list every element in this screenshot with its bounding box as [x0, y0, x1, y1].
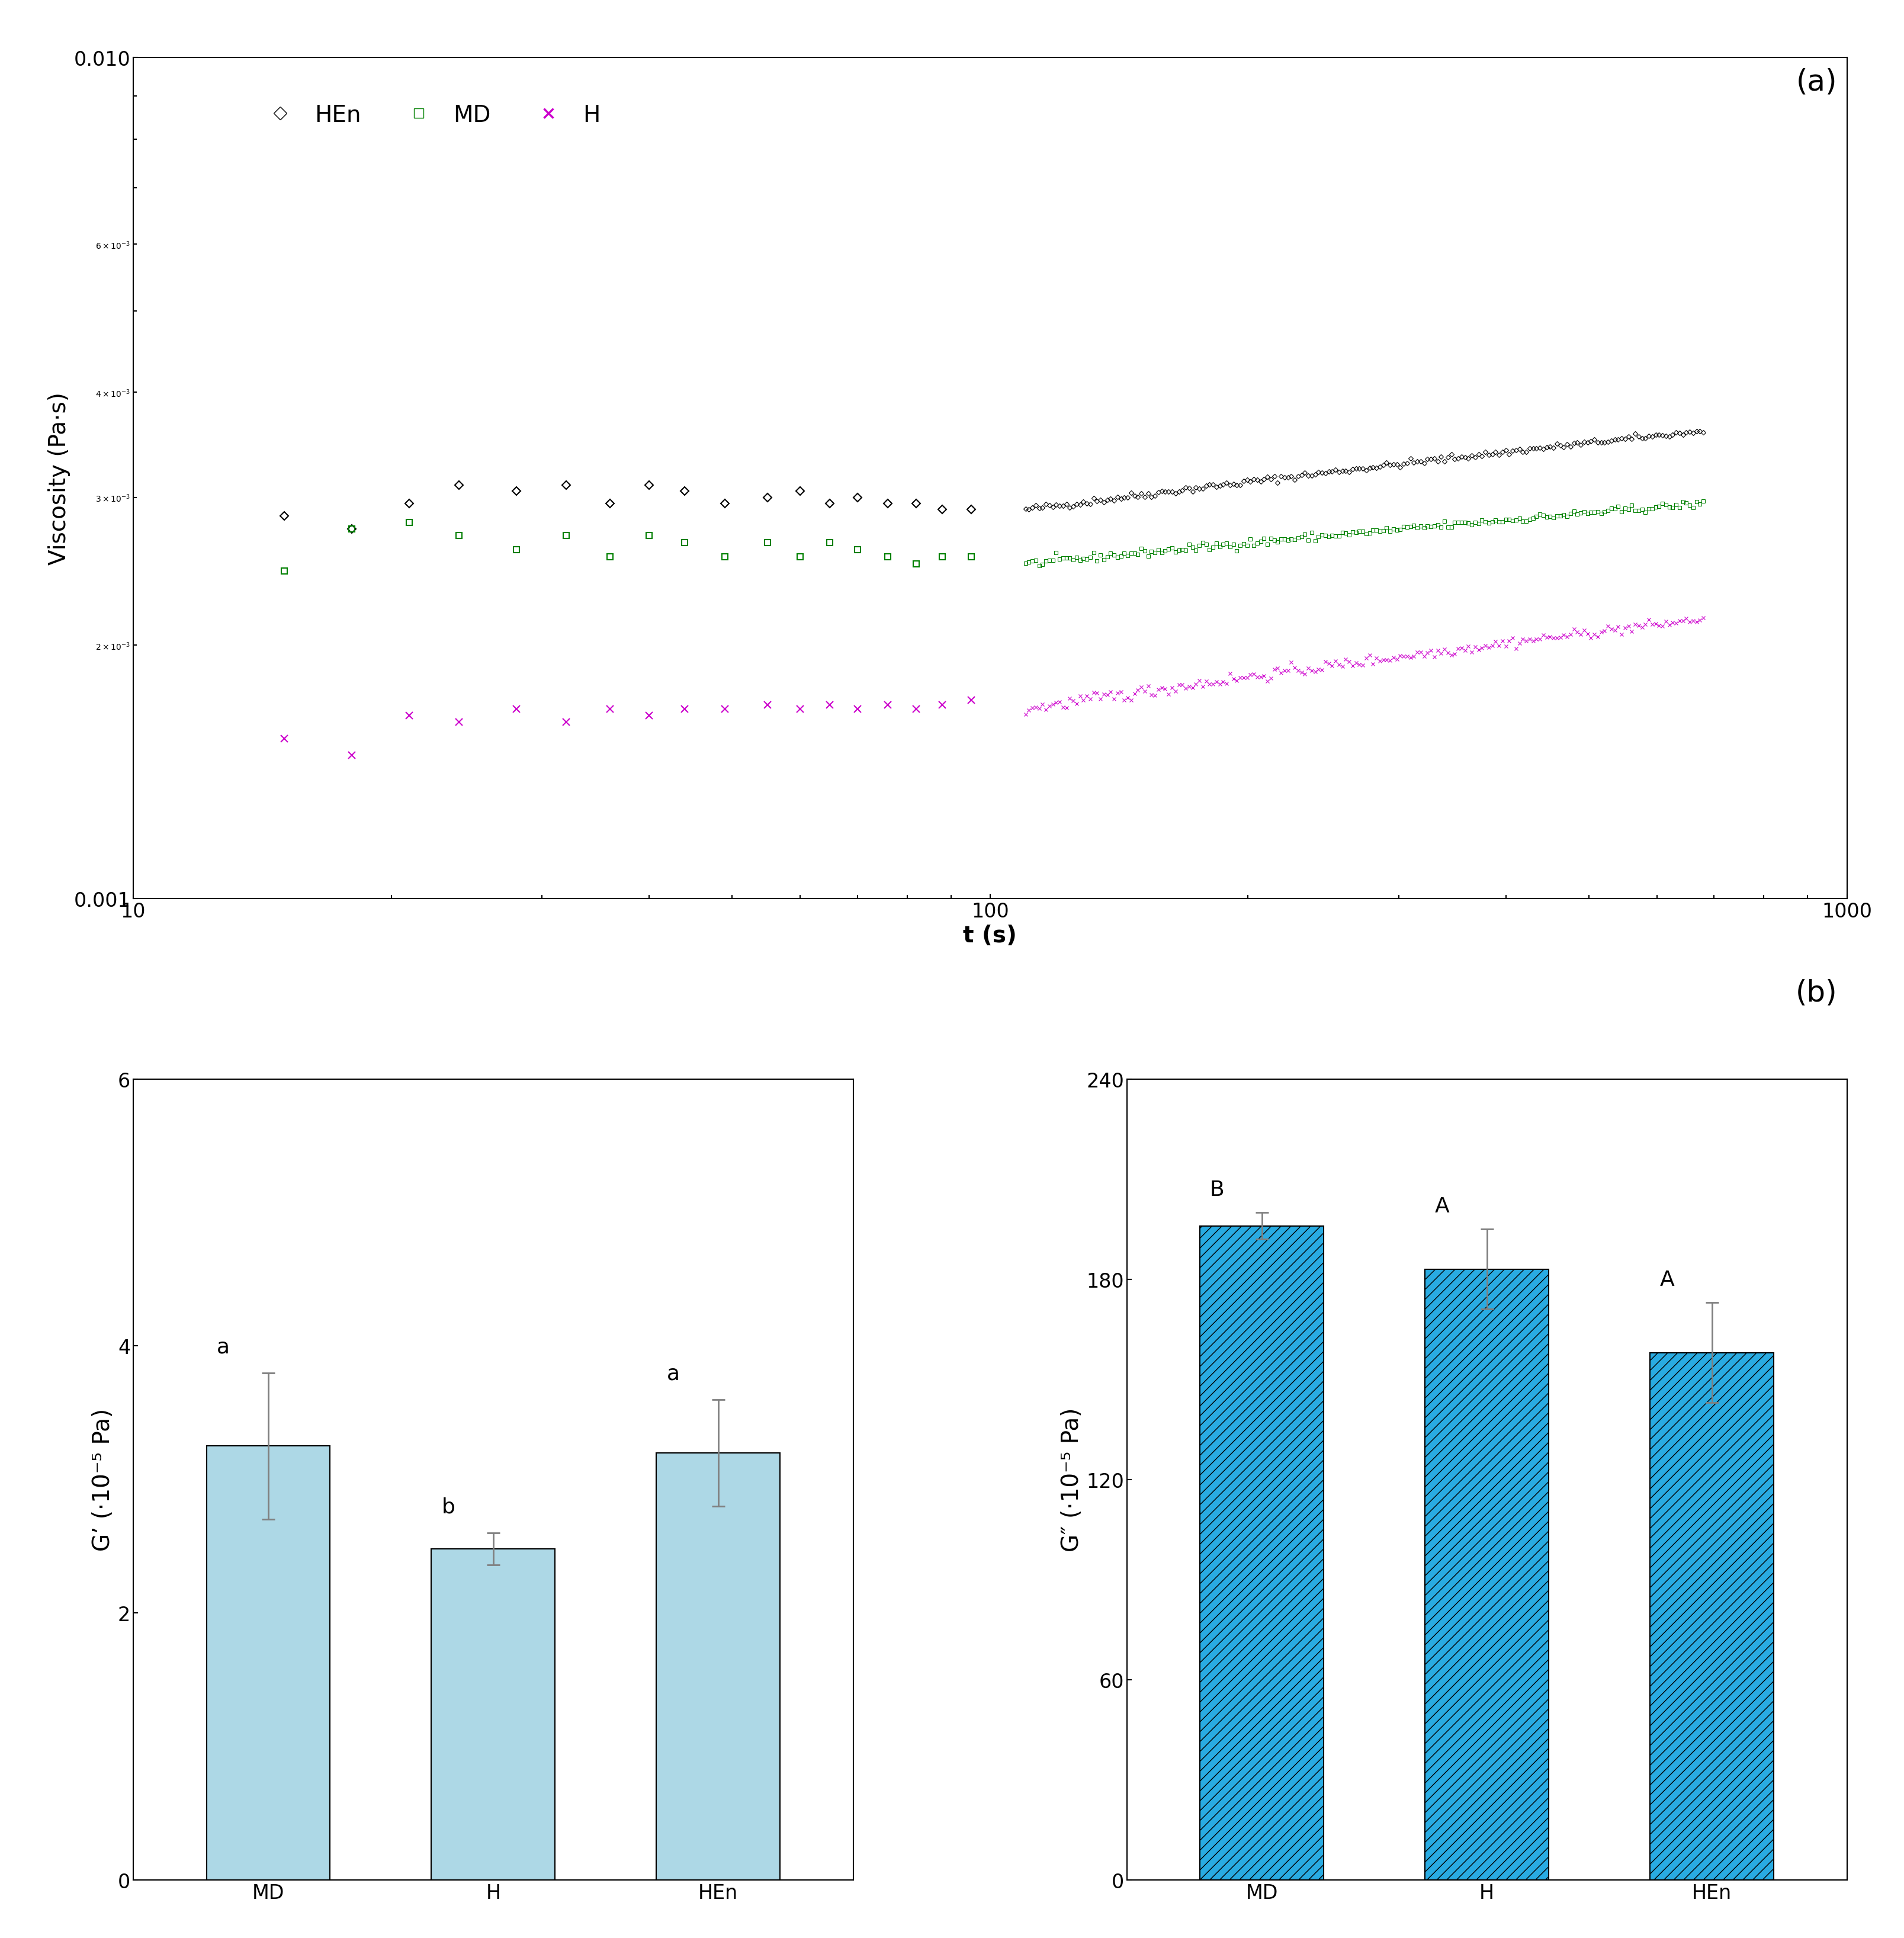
Text: a: a	[217, 1337, 230, 1357]
Bar	[1424, 1269, 1548, 1880]
Bar	[657, 1454, 781, 1880]
Text: A: A	[1434, 1196, 1449, 1215]
Text: (a): (a)	[1795, 68, 1837, 97]
Text: b: b	[442, 1496, 455, 1517]
Y-axis label: G″ (·10⁻⁵ Pa): G″ (·10⁻⁵ Pa)	[1061, 1407, 1083, 1552]
Bar	[432, 1548, 556, 1880]
Bar	[1200, 1227, 1323, 1880]
Text: A: A	[1660, 1269, 1674, 1289]
Text: a: a	[666, 1362, 680, 1384]
Text: (b): (b)	[1795, 979, 1837, 1008]
Bar	[1651, 1353, 1775, 1880]
X-axis label: t (s): t (s)	[963, 924, 1017, 948]
Y-axis label: G’ (·10⁻⁵ Pa): G’ (·10⁻⁵ Pa)	[91, 1409, 114, 1550]
Y-axis label: Viscosity (Pa·s): Viscosity (Pa·s)	[48, 391, 70, 564]
Legend: HEn, MD, H: HEn, MD, H	[248, 95, 609, 136]
Bar	[206, 1446, 329, 1880]
Text: B: B	[1209, 1178, 1224, 1200]
